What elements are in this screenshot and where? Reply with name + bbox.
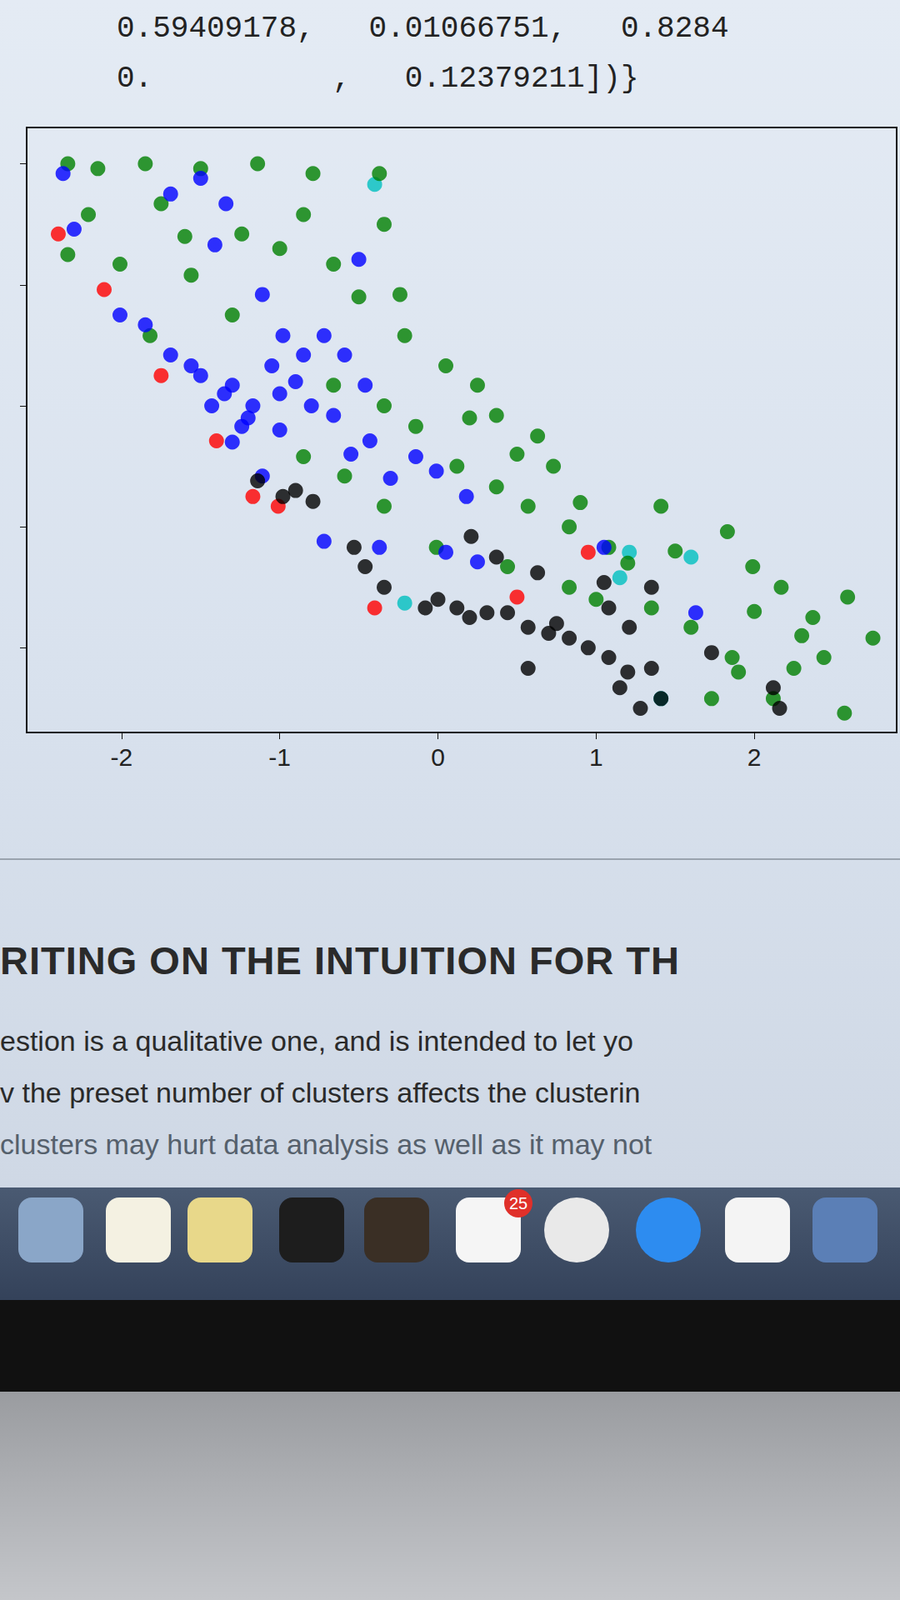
svg-text:-1: -1 [268, 743, 291, 771]
html-text:RITING ON THE INTUITION FOR TH: RITING ON THE INTUITION FOR TH [0, 938, 680, 983]
html-text:v the preset number of cluster: v the preset number of clusters affects … [0, 1076, 641, 1109]
svg-text:2: 2 [747, 743, 762, 771]
html-text:0.59409178, 0.01066751, 0.8284: 0.59409178, 0.01066751, 0.8284 [116, 11, 729, 46]
html-text:25: 25 [509, 1194, 528, 1213]
svg-text:0: 0 [430, 743, 445, 771]
svg-text:1: 1 [589, 743, 604, 771]
html-text:0. , 0.12379211])}: 0. , 0.12379211])} [116, 61, 639, 96]
html-text:clusters may hurt data analysi: clusters may hurt data analysis as well … [0, 1128, 652, 1160]
svg-text:-2: -2 [110, 743, 134, 771]
html-text:estion is a qualitative one, a: estion is a qualitative one, and is inte… [0, 1025, 634, 1057]
